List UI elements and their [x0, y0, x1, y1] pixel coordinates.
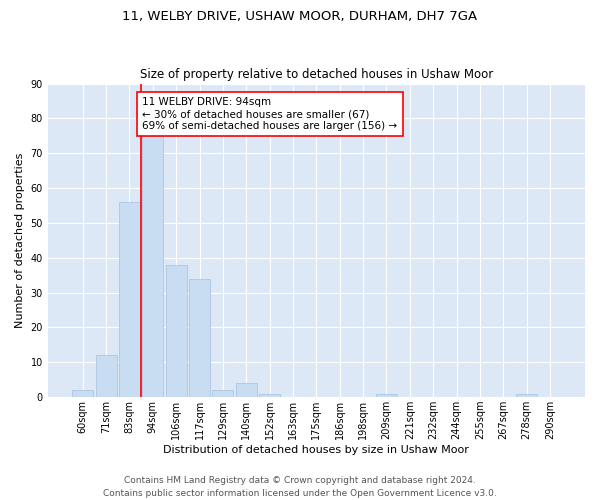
- Bar: [236, 383, 257, 397]
- Bar: [516, 394, 537, 397]
- Title: Size of property relative to detached houses in Ushaw Moor: Size of property relative to detached ho…: [140, 68, 493, 81]
- Bar: [72, 390, 93, 397]
- Bar: [142, 136, 163, 397]
- Text: 11, WELBY DRIVE, USHAW MOOR, DURHAM, DH7 7GA: 11, WELBY DRIVE, USHAW MOOR, DURHAM, DH7…: [122, 10, 478, 23]
- Bar: [95, 356, 116, 397]
- Bar: [259, 394, 280, 397]
- Bar: [189, 278, 210, 397]
- Bar: [212, 390, 233, 397]
- Y-axis label: Number of detached properties: Number of detached properties: [15, 152, 25, 328]
- Text: 11 WELBY DRIVE: 94sqm
← 30% of detached houses are smaller (67)
69% of semi-deta: 11 WELBY DRIVE: 94sqm ← 30% of detached …: [142, 98, 397, 130]
- Bar: [119, 202, 140, 397]
- X-axis label: Distribution of detached houses by size in Ushaw Moor: Distribution of detached houses by size …: [163, 445, 469, 455]
- Bar: [376, 394, 397, 397]
- Text: Contains HM Land Registry data © Crown copyright and database right 2024.
Contai: Contains HM Land Registry data © Crown c…: [103, 476, 497, 498]
- Bar: [166, 265, 187, 397]
